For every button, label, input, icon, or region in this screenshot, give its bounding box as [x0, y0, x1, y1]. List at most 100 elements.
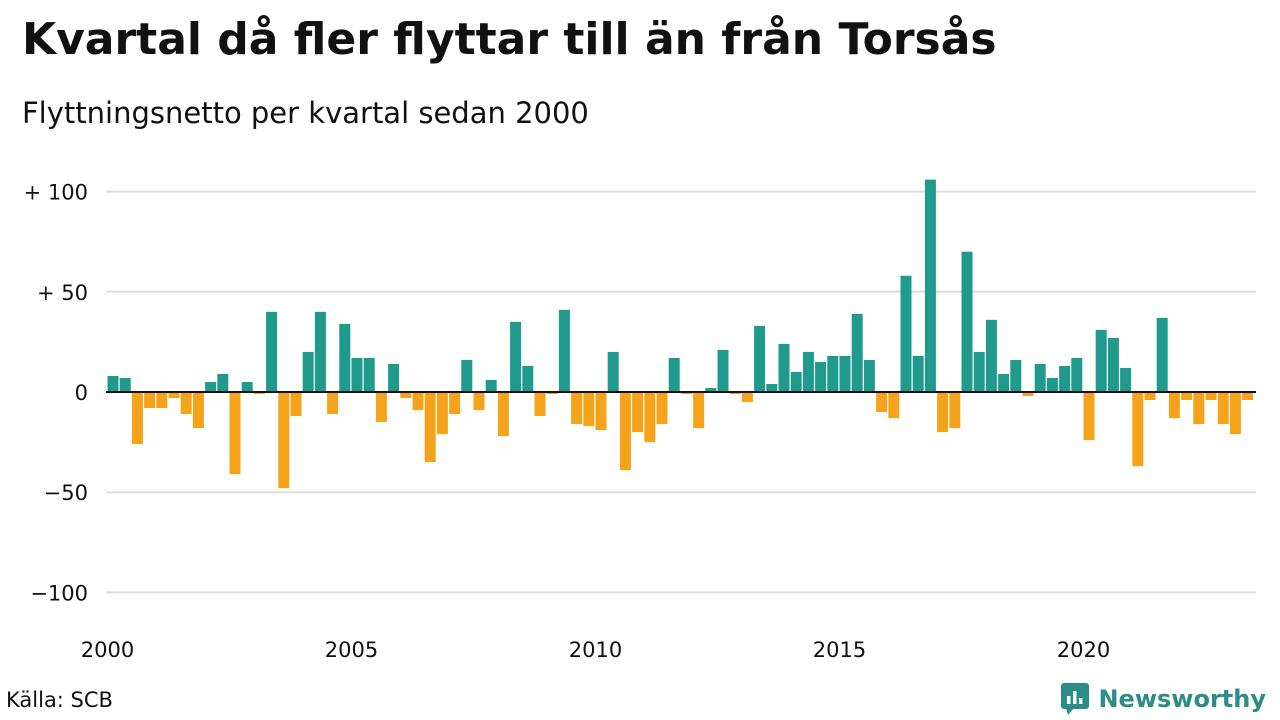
bar [497, 392, 509, 437]
bar [1059, 365, 1071, 392]
bar [1205, 392, 1217, 401]
bar [461, 359, 473, 392]
bar [449, 392, 461, 415]
bar [1022, 392, 1034, 397]
bar [1168, 392, 1180, 419]
source-note: Källa: SCB [6, 688, 113, 712]
bar [229, 392, 241, 475]
bar [436, 392, 448, 435]
bar [217, 373, 229, 392]
x-tick-label: 2015 [813, 638, 866, 662]
bar [1120, 367, 1132, 392]
bar [863, 359, 875, 392]
bar [314, 311, 326, 392]
bar [473, 392, 485, 411]
newsworthy-logo-icon [1061, 683, 1090, 715]
bar [1144, 392, 1156, 401]
bar [412, 392, 424, 411]
bar [680, 392, 692, 395]
grid-lines [106, 190, 1256, 594]
bar [290, 392, 302, 417]
bar [131, 392, 143, 445]
chart-subtitle: Flyttningsnetto per kvartal sedan 2000 [22, 96, 589, 130]
bar [815, 361, 827, 392]
bar [192, 392, 204, 429]
bar [144, 392, 156, 409]
bar [1107, 337, 1119, 392]
bar [619, 392, 631, 471]
bar [266, 311, 278, 392]
bar [119, 377, 131, 392]
y-tick-label: + 50 [37, 281, 88, 305]
bar [595, 392, 607, 431]
bar [510, 321, 522, 392]
bar [424, 392, 436, 463]
bar [998, 373, 1010, 392]
bar [156, 392, 168, 409]
bar [583, 392, 595, 427]
bar [253, 392, 265, 395]
bar [1034, 363, 1046, 392]
bar [558, 309, 570, 392]
bar [900, 275, 912, 392]
x-axis-tick-labels: 2000 2005 2010 2015 2020 [81, 638, 1110, 662]
bar [717, 349, 729, 392]
bar [985, 319, 997, 392]
bar [1217, 392, 1229, 425]
bar [949, 392, 961, 429]
x-tick-label: 2000 [81, 638, 134, 662]
x-tick-label: 2020 [1057, 638, 1110, 662]
bar [168, 392, 180, 399]
bar [375, 392, 387, 423]
bar [1010, 359, 1022, 392]
bar [546, 392, 558, 395]
bar [400, 392, 412, 399]
bar [912, 355, 924, 392]
x-tick-label: 2010 [569, 638, 622, 662]
bar [1156, 317, 1168, 392]
bar [973, 351, 985, 392]
bar [205, 381, 217, 392]
bar [632, 392, 644, 433]
bar [766, 383, 778, 392]
bar [656, 392, 668, 425]
bar [705, 387, 717, 392]
bar [839, 355, 851, 392]
bar [729, 392, 741, 395]
bar [1229, 392, 1241, 435]
bar [802, 351, 814, 392]
bar [924, 179, 936, 392]
bar [571, 392, 583, 425]
bar [961, 251, 973, 392]
bar [1071, 357, 1083, 392]
bar [790, 371, 802, 392]
y-tick-label: + 100 [24, 181, 88, 205]
y-tick-label: 0 [75, 381, 88, 405]
bars [107, 179, 1254, 489]
bar [1083, 392, 1095, 441]
bar [241, 381, 253, 392]
bar [827, 355, 839, 392]
chart-title: Kvartal då fler flyttar till än från Tor… [22, 14, 997, 65]
bar [522, 365, 534, 392]
bar [937, 392, 949, 433]
bar [363, 357, 375, 392]
bar [339, 323, 351, 392]
newsworthy-logo[interactable]: Newsworthy [1060, 682, 1266, 716]
bar [644, 392, 656, 443]
bar [778, 343, 790, 392]
bar [327, 392, 339, 415]
bar [1193, 392, 1205, 425]
bar [1095, 329, 1107, 392]
bar [351, 357, 363, 392]
bar [278, 392, 290, 489]
bar [1181, 392, 1193, 401]
bar [302, 351, 314, 392]
bar [888, 392, 900, 419]
bar-chart: + 100 + 50 0 −50 −100 2000 2005 2010 2015 2020 [24, 179, 1256, 662]
bar [1242, 392, 1254, 401]
bar [485, 379, 497, 392]
x-tick-label: 2005 [325, 638, 378, 662]
bar [388, 363, 400, 392]
brand-name: Newsworthy [1098, 685, 1266, 713]
